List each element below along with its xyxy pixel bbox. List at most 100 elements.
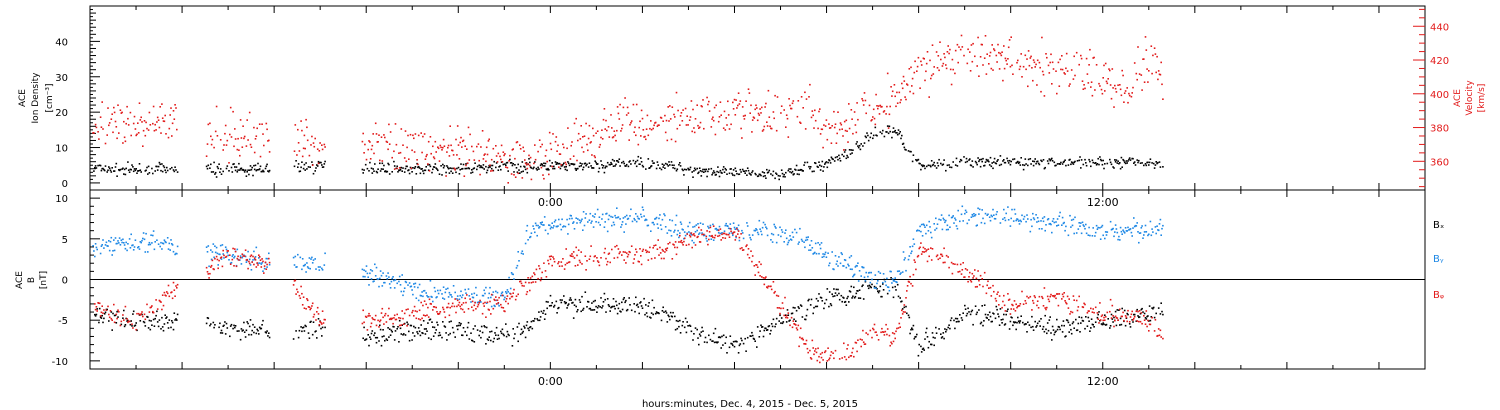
data-point xyxy=(257,162,259,165)
data-point xyxy=(176,283,179,286)
data-point xyxy=(132,122,135,125)
data-point xyxy=(877,291,880,294)
data-point xyxy=(307,306,310,308)
data-point xyxy=(641,307,644,309)
data-point xyxy=(930,343,932,346)
data-point xyxy=(895,105,897,108)
data-point xyxy=(1159,166,1162,168)
data-point xyxy=(1064,159,1066,161)
data-point xyxy=(1102,77,1104,79)
data-point xyxy=(726,173,728,175)
data-point xyxy=(379,328,382,331)
data-point xyxy=(227,254,229,257)
data-point xyxy=(159,106,161,108)
data-point xyxy=(890,270,892,273)
data-point xyxy=(461,140,464,143)
data-point xyxy=(635,220,638,223)
data-point xyxy=(1144,317,1147,319)
data-point xyxy=(153,129,156,132)
data-point xyxy=(886,333,888,336)
data-point xyxy=(1012,73,1014,75)
data-point xyxy=(1099,156,1101,158)
data-point xyxy=(569,214,572,217)
data-point xyxy=(163,120,166,123)
data-point xyxy=(393,339,396,341)
data-point xyxy=(831,125,833,127)
data-point xyxy=(803,241,805,243)
data-point xyxy=(825,298,828,301)
data-point xyxy=(698,127,700,129)
data-point xyxy=(1102,159,1104,162)
data-point xyxy=(1034,158,1036,160)
data-point xyxy=(819,296,822,299)
data-point xyxy=(895,281,897,283)
data-point xyxy=(671,315,674,318)
data-point xyxy=(248,333,250,336)
data-point xyxy=(558,218,560,221)
data-point xyxy=(835,142,838,144)
data-point xyxy=(254,256,257,258)
data-point xyxy=(570,144,572,147)
data-point xyxy=(254,164,257,167)
data-point xyxy=(120,239,123,241)
data-point xyxy=(969,279,972,282)
data-point xyxy=(108,167,111,170)
data-point xyxy=(524,242,527,245)
data-point xyxy=(913,337,916,340)
data-point xyxy=(425,166,427,168)
data-point xyxy=(916,229,919,231)
data-point xyxy=(741,339,743,342)
data-point xyxy=(503,298,505,301)
data-point xyxy=(853,286,855,289)
data-point xyxy=(682,321,684,323)
data-point xyxy=(1029,158,1032,160)
data-point xyxy=(137,246,139,249)
data-point xyxy=(722,237,724,239)
data-point xyxy=(692,234,694,236)
data-point xyxy=(917,158,920,161)
data-point xyxy=(751,171,753,174)
data-point xyxy=(379,324,381,327)
data-point xyxy=(606,298,609,300)
data-point xyxy=(471,169,473,171)
data-point xyxy=(912,154,915,156)
data-point xyxy=(92,245,94,247)
data-point xyxy=(1053,221,1056,224)
data-point xyxy=(543,216,546,218)
data-point xyxy=(637,143,640,146)
data-point xyxy=(590,222,592,224)
data-point xyxy=(650,257,653,260)
data-point xyxy=(382,329,384,331)
data-point xyxy=(614,165,616,167)
data-point xyxy=(534,158,537,161)
data-point xyxy=(1154,226,1157,228)
data-point xyxy=(1018,322,1021,324)
data-point xyxy=(644,135,646,138)
data-point xyxy=(1071,224,1074,227)
data-point xyxy=(470,301,472,303)
data-point xyxy=(772,111,775,113)
data-point xyxy=(996,61,998,63)
data-point xyxy=(630,163,632,165)
data-point xyxy=(212,171,215,173)
data-point xyxy=(378,326,380,328)
data-point xyxy=(108,240,110,242)
data-point xyxy=(1113,316,1115,319)
data-point xyxy=(549,294,552,297)
data-point xyxy=(863,343,866,345)
data-point xyxy=(861,339,863,341)
data-point xyxy=(727,227,730,230)
data-point xyxy=(1067,321,1070,324)
data-point xyxy=(630,120,633,122)
data-point xyxy=(928,220,930,223)
data-point xyxy=(600,257,602,259)
data-point xyxy=(593,255,596,258)
data-point xyxy=(108,166,110,168)
data-point xyxy=(846,154,848,157)
data-point xyxy=(985,158,988,161)
data-point xyxy=(461,167,464,170)
data-point xyxy=(1123,92,1126,94)
data-point xyxy=(490,296,492,299)
data-point xyxy=(699,241,702,243)
data-point xyxy=(498,166,500,168)
